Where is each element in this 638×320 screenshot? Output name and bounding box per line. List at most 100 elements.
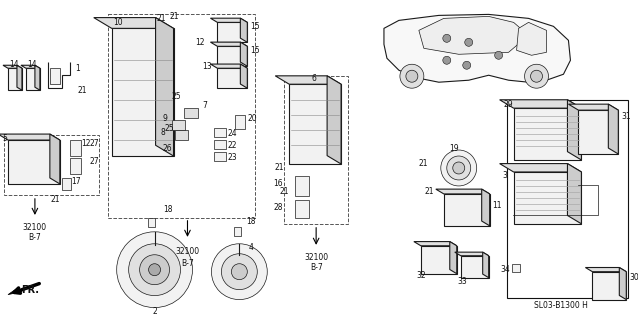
Bar bbox=[235, 115, 246, 129]
Text: 32100: 32100 bbox=[23, 223, 47, 232]
Polygon shape bbox=[35, 65, 40, 90]
Text: 18: 18 bbox=[246, 217, 256, 226]
Bar bbox=[295, 176, 309, 196]
Polygon shape bbox=[156, 18, 174, 156]
Polygon shape bbox=[241, 18, 248, 42]
Polygon shape bbox=[17, 65, 22, 90]
Text: 27: 27 bbox=[90, 157, 100, 166]
Text: 21: 21 bbox=[77, 86, 87, 95]
Polygon shape bbox=[568, 104, 618, 110]
Text: 21: 21 bbox=[170, 12, 179, 21]
Bar bbox=[147, 218, 154, 227]
Text: SL03-B1300 H: SL03-B1300 H bbox=[533, 301, 588, 310]
Polygon shape bbox=[444, 194, 489, 226]
Polygon shape bbox=[500, 100, 581, 108]
Text: 1: 1 bbox=[75, 64, 80, 73]
Polygon shape bbox=[609, 104, 618, 154]
Polygon shape bbox=[0, 134, 60, 140]
Text: 15: 15 bbox=[251, 22, 260, 31]
Circle shape bbox=[463, 61, 471, 69]
Text: 21: 21 bbox=[279, 188, 289, 196]
Text: 12: 12 bbox=[81, 139, 91, 148]
Text: 12: 12 bbox=[195, 38, 204, 47]
Text: 5: 5 bbox=[3, 133, 8, 143]
Bar bbox=[507, 100, 628, 298]
Polygon shape bbox=[592, 272, 627, 300]
Text: 13: 13 bbox=[203, 62, 212, 71]
Polygon shape bbox=[218, 68, 248, 88]
Text: 24: 24 bbox=[228, 129, 237, 138]
Text: 25: 25 bbox=[165, 124, 174, 132]
Circle shape bbox=[443, 34, 451, 42]
Circle shape bbox=[117, 232, 193, 308]
Polygon shape bbox=[26, 68, 40, 90]
Polygon shape bbox=[327, 76, 341, 164]
Bar bbox=[214, 128, 226, 137]
Text: 11: 11 bbox=[492, 201, 501, 210]
Polygon shape bbox=[419, 16, 528, 54]
Bar bbox=[70, 158, 81, 174]
Polygon shape bbox=[241, 42, 248, 66]
Polygon shape bbox=[8, 288, 22, 295]
Bar bbox=[108, 14, 255, 218]
Polygon shape bbox=[218, 22, 248, 42]
Circle shape bbox=[406, 70, 418, 82]
Bar bbox=[184, 108, 198, 118]
Circle shape bbox=[464, 38, 473, 46]
Polygon shape bbox=[514, 172, 581, 224]
Polygon shape bbox=[567, 164, 581, 224]
Bar bbox=[175, 130, 188, 140]
Bar bbox=[214, 152, 226, 161]
Polygon shape bbox=[8, 68, 22, 90]
Polygon shape bbox=[483, 252, 489, 278]
Bar bbox=[284, 76, 348, 224]
Text: 25: 25 bbox=[172, 92, 181, 101]
Polygon shape bbox=[579, 110, 618, 154]
Circle shape bbox=[221, 254, 257, 290]
Polygon shape bbox=[218, 46, 248, 66]
Text: 10: 10 bbox=[113, 18, 122, 27]
Polygon shape bbox=[421, 246, 457, 274]
Polygon shape bbox=[384, 14, 570, 82]
Text: 3: 3 bbox=[502, 172, 507, 180]
Text: 4: 4 bbox=[249, 243, 254, 252]
Text: 14: 14 bbox=[9, 60, 19, 69]
Polygon shape bbox=[436, 189, 489, 194]
Text: 2: 2 bbox=[152, 307, 157, 316]
Polygon shape bbox=[455, 252, 489, 256]
Polygon shape bbox=[211, 18, 248, 22]
Text: 7: 7 bbox=[202, 101, 207, 110]
Circle shape bbox=[129, 244, 181, 296]
Text: 32100: 32100 bbox=[175, 247, 200, 256]
Bar bbox=[512, 264, 519, 272]
Circle shape bbox=[443, 56, 451, 64]
Polygon shape bbox=[414, 242, 457, 246]
Bar bbox=[70, 140, 81, 156]
Text: 21: 21 bbox=[418, 159, 427, 169]
Circle shape bbox=[149, 264, 161, 276]
Text: 26: 26 bbox=[163, 144, 172, 153]
Text: 33: 33 bbox=[458, 277, 468, 286]
Text: 20: 20 bbox=[248, 114, 257, 123]
Text: 15: 15 bbox=[251, 46, 260, 55]
Circle shape bbox=[531, 70, 542, 82]
Circle shape bbox=[400, 64, 424, 88]
Text: 22: 22 bbox=[228, 140, 237, 149]
Circle shape bbox=[447, 156, 471, 180]
Bar bbox=[4, 135, 99, 195]
Polygon shape bbox=[21, 65, 40, 68]
Circle shape bbox=[140, 255, 170, 285]
Polygon shape bbox=[50, 134, 60, 184]
Text: 31: 31 bbox=[621, 112, 631, 121]
Polygon shape bbox=[461, 256, 489, 278]
Text: B-7: B-7 bbox=[29, 233, 41, 242]
Text: 9: 9 bbox=[162, 114, 167, 123]
Text: 21: 21 bbox=[50, 196, 59, 204]
Circle shape bbox=[494, 51, 503, 59]
Polygon shape bbox=[619, 268, 627, 300]
Polygon shape bbox=[289, 84, 341, 164]
Circle shape bbox=[441, 150, 477, 186]
Polygon shape bbox=[500, 164, 581, 172]
Bar bbox=[295, 200, 309, 218]
Text: B-7: B-7 bbox=[310, 263, 323, 272]
